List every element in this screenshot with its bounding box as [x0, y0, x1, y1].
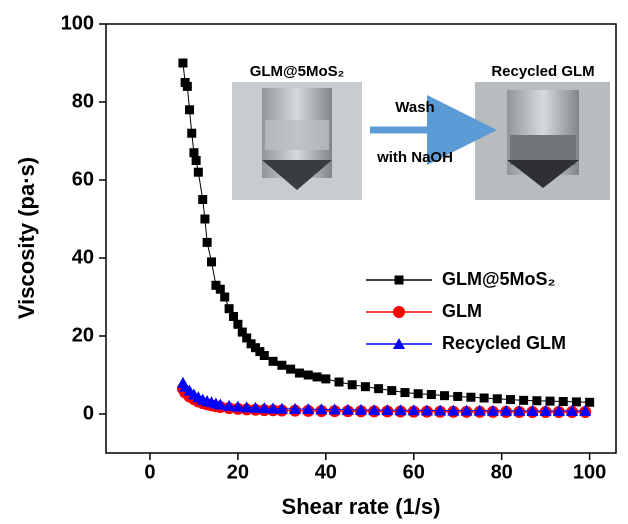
- x-tick-label: 60: [403, 461, 425, 483]
- legend-label: GLM: [442, 301, 482, 321]
- data-point: [225, 304, 234, 313]
- data-point: [269, 357, 278, 366]
- data-point: [216, 285, 225, 294]
- data-point: [374, 384, 383, 393]
- legend-marker: [395, 276, 404, 285]
- data-point: [203, 238, 212, 247]
- data-point: [194, 168, 203, 177]
- y-tick-label: 60: [72, 168, 94, 190]
- y-tick-label: 20: [72, 324, 94, 346]
- data-point: [192, 156, 201, 165]
- x-axis-title: Shear rate (1/s): [282, 494, 441, 519]
- x-tick-label: 80: [491, 461, 513, 483]
- data-point: [198, 195, 207, 204]
- data-point: [453, 392, 462, 401]
- data-point: [304, 371, 313, 380]
- x-tick-label: 20: [227, 461, 249, 483]
- y-tick-label: 80: [72, 90, 94, 112]
- data-point: [506, 395, 515, 404]
- data-point: [295, 369, 304, 378]
- data-point: [207, 257, 216, 266]
- x-tick-label: 100: [573, 461, 606, 483]
- data-point: [532, 396, 541, 405]
- x-tick-label: 0: [144, 461, 155, 483]
- data-point: [229, 312, 238, 321]
- chart: GLM@5MoS₂ Recycled GLM Wash with NaOH Sh…: [0, 0, 628, 524]
- data-point: [546, 397, 555, 406]
- data-point: [466, 393, 475, 402]
- data-point: [414, 389, 423, 398]
- y-tick-label: 100: [61, 12, 94, 34]
- annotation: Wash: [395, 99, 434, 116]
- legend-label: GLM@5MoS₂: [442, 269, 556, 289]
- data-point: [400, 388, 409, 397]
- data-point: [572, 397, 581, 406]
- legend-marker: [393, 306, 405, 318]
- annotation: GLM@5MoS₂: [250, 63, 345, 80]
- data-point: [260, 351, 269, 360]
- x-tick-label: 40: [315, 461, 337, 483]
- annotation: with NaOH: [376, 149, 453, 166]
- data-point: [178, 59, 187, 68]
- data-point: [559, 397, 568, 406]
- data-point: [480, 394, 489, 403]
- data-point: [286, 365, 295, 374]
- vial-content: [265, 120, 329, 150]
- y-axis-title: Viscosity (pa·s): [14, 157, 39, 319]
- data-point: [493, 394, 502, 403]
- data-point: [233, 320, 242, 329]
- data-point: [335, 378, 344, 387]
- data-point: [187, 129, 196, 138]
- data-point: [185, 105, 194, 114]
- data-point: [189, 148, 198, 157]
- legend-label: Recycled GLM: [442, 333, 566, 353]
- data-point: [277, 361, 286, 370]
- data-point: [220, 293, 229, 302]
- data-point: [585, 398, 594, 407]
- data-point: [321, 374, 330, 383]
- data-point: [519, 396, 528, 405]
- inset-photos: GLM@5MoS₂ Recycled GLM Wash with NaOH: [232, 63, 610, 200]
- data-point: [427, 390, 436, 399]
- data-point: [361, 382, 370, 391]
- y-tick-label: 40: [72, 246, 94, 268]
- data-point: [313, 372, 322, 381]
- annotation: Recycled GLM: [491, 63, 594, 80]
- data-point: [387, 386, 396, 395]
- data-point: [200, 215, 209, 224]
- data-point: [183, 82, 192, 91]
- data-point: [440, 391, 449, 400]
- y-tick-label: 0: [83, 402, 94, 424]
- data-point: [348, 380, 357, 389]
